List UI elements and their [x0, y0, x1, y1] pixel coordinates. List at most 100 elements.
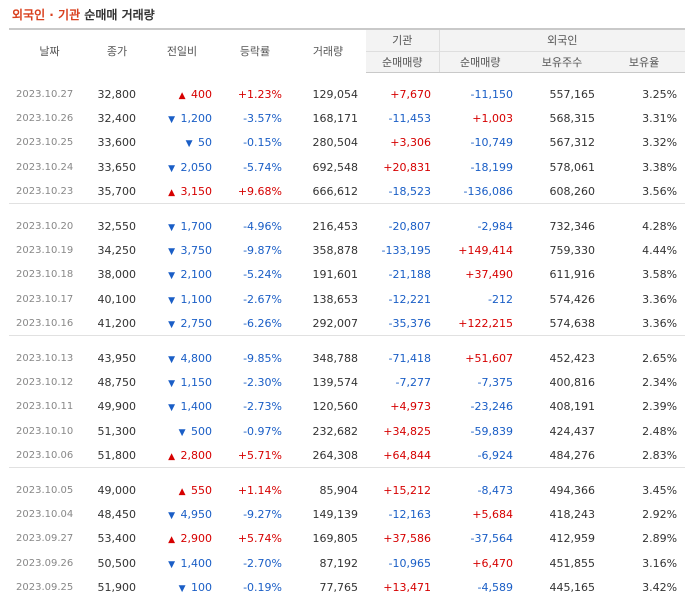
cell-inst-net: -12,163 [366, 502, 439, 526]
cell-foreign-hold: 574,638 [521, 312, 603, 336]
cell-foreign-ratio: 3.38% [603, 155, 685, 179]
cell-foreign-ratio: 2.34% [603, 370, 685, 394]
triangle-up-icon: ▲ [178, 90, 186, 101]
cell-inst-net: +37,586 [366, 527, 439, 551]
investor-trading-table: 날짜 종가 전일비 등락률 거래량 기관 외국인 순매매량 순매매량 보유주수 … [9, 28, 685, 593]
cell-foreign-hold: 732,346 [521, 214, 603, 238]
cell-foreign-ratio: 3.25% [603, 82, 685, 106]
cell-inst-net-value: -71,418 [388, 351, 431, 365]
cell-close: 43,950 [90, 346, 144, 370]
cell-foreign-ratio-value: 2.92% [642, 507, 678, 521]
cell-volume-value: 232,682 [312, 424, 359, 438]
cell-foreign-ratio-value: 3.42% [642, 581, 678, 593]
cell-foreign-hold: 759,330 [521, 238, 603, 262]
triangle-up-icon: ▲ [178, 486, 186, 497]
cell-close: 49,900 [90, 395, 144, 419]
table-row: 2023.10.18 38,000 ▼ 2,100 -5.24% 191,601 -21,… [9, 263, 685, 287]
cell-volume-value: 120,560 [312, 400, 359, 414]
cell-change: ▲ 400 [144, 82, 220, 106]
cell-change-value: 4,800 [180, 351, 213, 365]
cell-foreign-hold: 445,165 [521, 575, 603, 593]
cell-rate: -3.57% [220, 106, 290, 130]
cell-foreign-ratio-value: 2.39% [642, 400, 678, 414]
cell-inst-net: -133,195 [366, 238, 439, 262]
triangle-down-icon: ▼ [178, 427, 186, 438]
cell-foreign-ratio: 3.32% [603, 131, 685, 155]
cell-foreign-net: -8,473 [439, 478, 521, 502]
triangle-up-icon: ▲ [168, 535, 175, 546]
cell-rate-value: -2.30% [243, 375, 282, 389]
cell-foreign-net: -18,199 [439, 155, 521, 179]
cell-inst-net: +15,212 [366, 478, 439, 502]
cell-foreign-net: -10,749 [439, 131, 521, 155]
cell-foreign-net: +51,607 [439, 346, 521, 370]
cell-inst-net-value: -20,807 [388, 219, 431, 233]
cell-foreign-hold: 408,191 [521, 395, 603, 419]
cell-date: 2023.10.17 [9, 287, 90, 311]
cell-volume-value: 692,548 [312, 160, 359, 174]
cell-change: ▲ 2,800 [144, 443, 220, 467]
cell-rate: -5.24% [220, 263, 290, 287]
cell-inst-net: +20,831 [366, 155, 439, 179]
cell-foreign-ratio-value: 2.65% [642, 351, 678, 365]
cell-volume-value: 77,765 [319, 581, 359, 593]
cell-close-value: 51,300 [97, 424, 137, 438]
cell-rate: -2.67% [220, 287, 290, 311]
cell-foreign-hold: 611,916 [521, 263, 603, 287]
cell-date-value: 2023.09.25 [16, 582, 74, 593]
cell-close: 49,000 [90, 478, 144, 502]
cell-inst-net-value: +34,825 [383, 424, 431, 438]
cell-foreign-ratio-value: 3.36% [642, 292, 678, 306]
cell-inst-net-value: -35,376 [388, 316, 431, 330]
cell-change-value: 550 [191, 483, 212, 497]
cell-rate-value: +9.68% [237, 185, 282, 198]
cell-volume: 77,765 [290, 575, 366, 593]
col-header-foreign-net: 순매매량 [438, 50, 521, 73]
cell-foreign-ratio: 4.44% [603, 238, 685, 262]
cell-date-value: 2023.10.11 [16, 401, 74, 413]
cell-foreign-ratio-value: 2.83% [642, 448, 678, 462]
cell-date: 2023.09.25 [9, 575, 90, 593]
cell-volume-value: 292,007 [312, 316, 359, 330]
cell-date-value: 2023.10.25 [16, 137, 74, 149]
cell-rate-value: +1.23% [237, 87, 282, 101]
cell-volume: 348,788 [290, 346, 366, 370]
cell-rate: -9.27% [220, 502, 290, 526]
cell-inst-net: -11,453 [366, 106, 439, 130]
cell-foreign-net-value: -136,086 [463, 185, 513, 198]
cell-change: ▼ 3,750 [144, 238, 220, 262]
col-header-date: 날짜 [9, 28, 90, 72]
triangle-down-icon: ▼ [178, 584, 186, 593]
triangle-down-icon: ▼ [168, 222, 175, 233]
group-separator [9, 203, 685, 214]
cell-date: 2023.09.27 [9, 527, 90, 551]
cell-foreign-net-value: +51,607 [465, 351, 513, 365]
cell-foreign-ratio-value: 2.89% [642, 532, 678, 546]
cell-close: 41,200 [90, 312, 144, 336]
cell-change-value: 1,200 [180, 112, 213, 126]
cell-volume-value: 169,805 [312, 532, 359, 546]
cell-foreign-ratio-value: 3.58% [642, 268, 678, 282]
cell-close: 38,000 [90, 263, 144, 287]
cell-date-value: 2023.09.27 [16, 533, 74, 545]
table-row: 2023.10.20 32,550 ▼ 1,700 -4.96% 216,453 -20,… [9, 214, 685, 238]
cell-rate-value: -9.27% [243, 507, 282, 521]
cell-volume: 149,139 [290, 502, 366, 526]
cell-foreign-net: -6,924 [439, 443, 521, 467]
col-group-institution: 기관 [366, 28, 439, 51]
cell-foreign-net: -37,564 [439, 527, 521, 551]
cell-date-value: 2023.10.26 [16, 113, 74, 125]
cell-change-value: 2,100 [180, 268, 213, 282]
cell-change-value: 500 [191, 424, 212, 438]
cell-date: 2023.10.13 [9, 346, 90, 370]
cell-inst-net-value: +4,973 [390, 400, 431, 414]
cell-inst-net: +34,825 [366, 419, 439, 443]
cell-volume-value: 138,653 [312, 292, 359, 306]
col-header-foreign-ratio: 보유율 [603, 50, 685, 73]
cell-close-value: 35,700 [97, 185, 137, 198]
cell-foreign-ratio-value: 3.25% [642, 87, 678, 101]
cell-foreign-ratio: 4.28% [603, 214, 685, 238]
cell-date-value: 2023.09.26 [16, 557, 74, 569]
triangle-down-icon: ▼ [168, 163, 175, 174]
cell-rate: +1.14% [220, 478, 290, 502]
